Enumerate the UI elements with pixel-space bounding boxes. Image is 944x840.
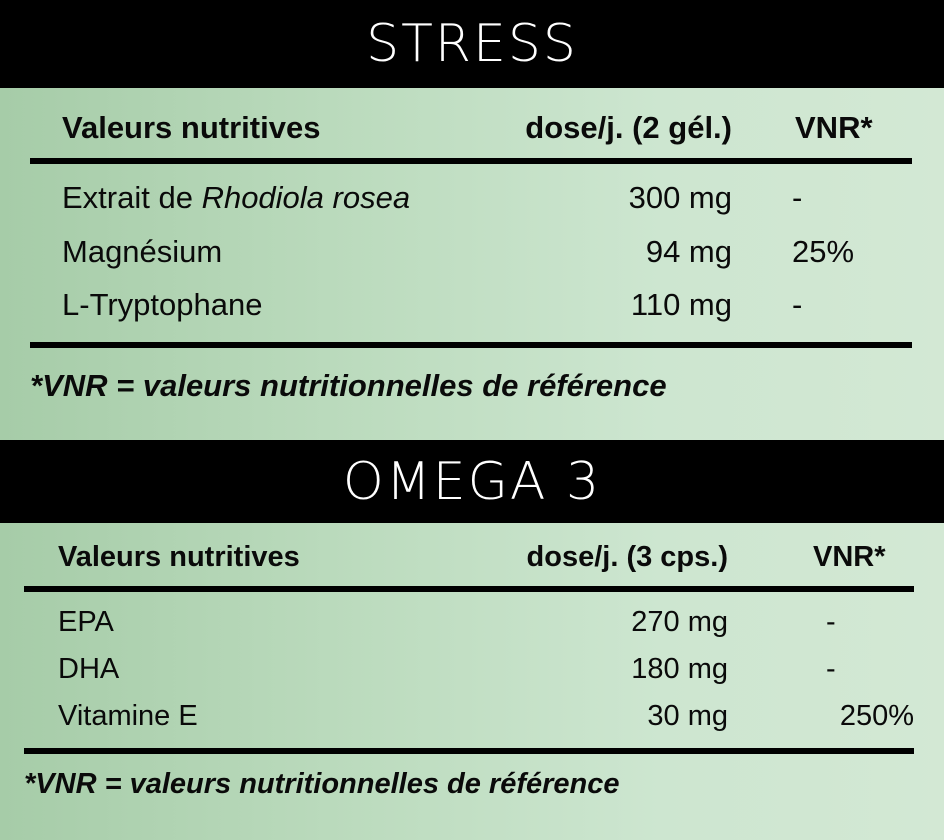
nutrient-name: DHA bbox=[58, 653, 120, 685]
nutrient-vnr: - bbox=[792, 287, 803, 322]
omega3-footnote: *VNR = valeurs nutritionnelles de référe… bbox=[24, 768, 620, 800]
nutrient-vnr: - bbox=[826, 606, 836, 638]
nutrient-dose: 270 mg bbox=[631, 606, 728, 638]
nutrient-name: Vitamine E bbox=[58, 700, 198, 732]
nutrient-dose: 94 mg bbox=[645, 234, 732, 269]
omega3-col-vnr: VNR* bbox=[813, 541, 886, 573]
nutrient-dose: 180 mg bbox=[631, 653, 728, 685]
omega3-col-dose: dose/j. (3 cps.) bbox=[526, 541, 728, 573]
stress-footer-rule bbox=[30, 342, 912, 348]
stress-table: Valeurs nutritives dose/j. (2 gél.) VNR*… bbox=[0, 88, 944, 440]
omega3-title: OMEGA 3 bbox=[342, 451, 602, 512]
nutrient-vnr: - bbox=[792, 180, 803, 215]
omega3-header-rule bbox=[24, 586, 914, 592]
stress-col-nutrients: Valeurs nutritives bbox=[62, 110, 321, 145]
nutrient-name: Extrait de Rhodiola rosea bbox=[62, 180, 411, 215]
stress-header-rule bbox=[30, 158, 912, 164]
nutrient-vnr: 25% bbox=[792, 234, 855, 269]
stress-footnote: *VNR = valeurs nutritionnelles de référe… bbox=[30, 368, 667, 403]
nutrient-name: Magnésium bbox=[62, 234, 223, 269]
stress-col-dose: dose/j. (2 gél.) bbox=[525, 110, 732, 145]
nutrient-vnr: 250% bbox=[839, 700, 914, 732]
stress-title-banner: STRESS bbox=[0, 0, 944, 88]
nutrient-name: L-Tryptophane bbox=[62, 287, 263, 322]
omega3-table: Valeurs nutritives dose/j. (3 cps.) VNR*… bbox=[0, 523, 944, 840]
nutrient-vnr: - bbox=[826, 653, 836, 685]
nutrient-dose: 300 mg bbox=[628, 180, 732, 215]
omega3-footer-rule bbox=[24, 748, 914, 754]
omega3-col-nutrients: Valeurs nutritives bbox=[58, 541, 300, 573]
omega3-title-banner: OMEGA 3 bbox=[0, 440, 944, 523]
nutrient-name: EPA bbox=[58, 606, 114, 638]
nutrient-dose: 110 mg bbox=[630, 287, 732, 322]
stress-title: STRESS bbox=[366, 14, 578, 74]
nutrient-dose: 30 mg bbox=[647, 700, 728, 732]
stress-col-vnr: VNR* bbox=[795, 110, 873, 145]
